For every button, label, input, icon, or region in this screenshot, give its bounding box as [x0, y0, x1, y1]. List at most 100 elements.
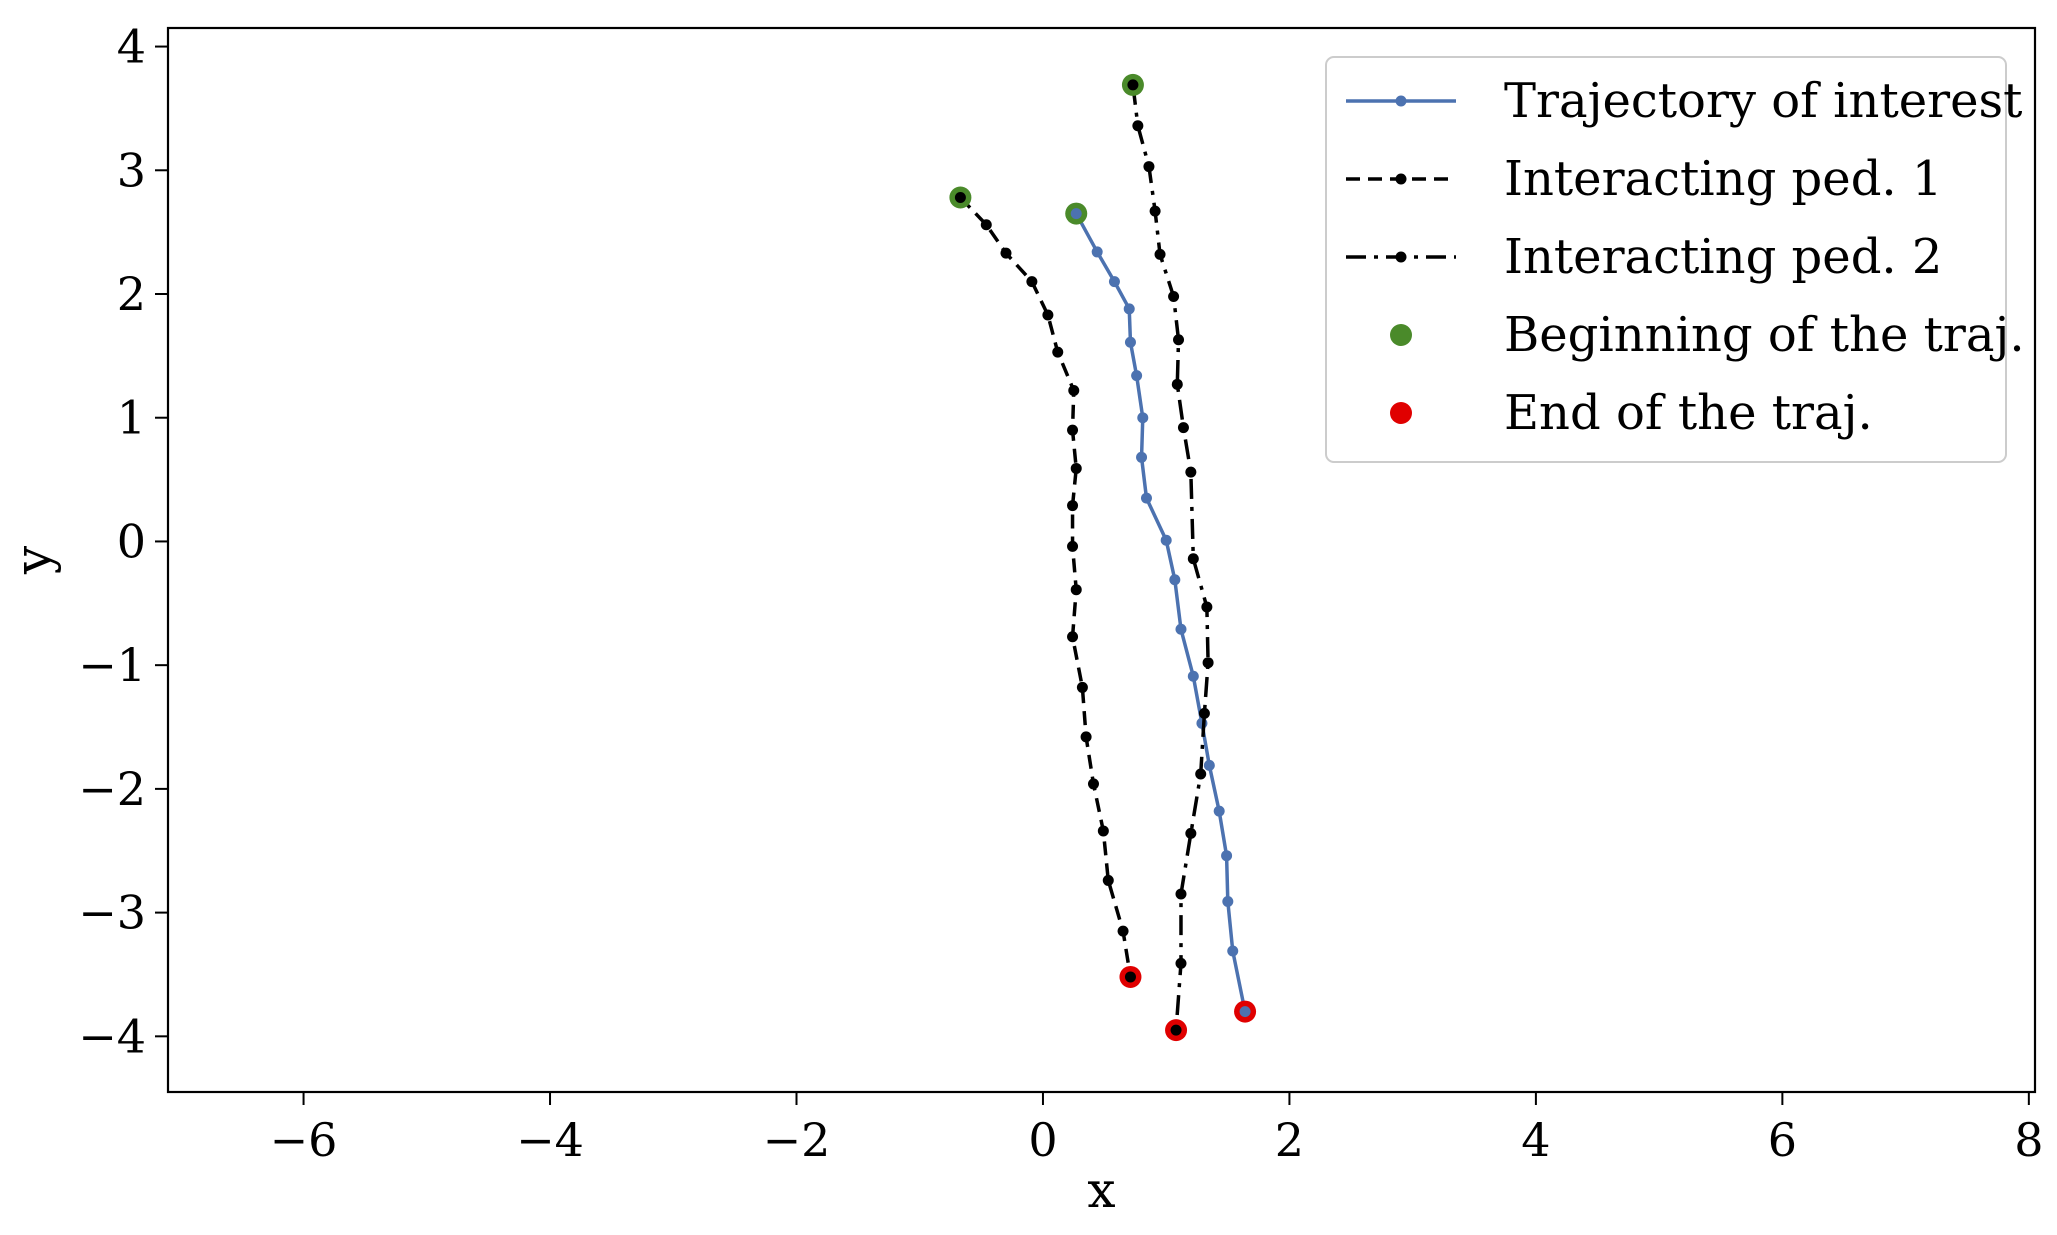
series-point [1067, 424, 1079, 436]
series-point [1222, 895, 1234, 907]
x-tick-label: 8 [2014, 1113, 2043, 1167]
series-point [1076, 681, 1088, 693]
y-tick-label: −3 [78, 886, 146, 940]
legend-item-4: Beginning of the traj. [1390, 307, 2025, 363]
legend-item-3: Interacting ped. 2 [1346, 229, 1942, 285]
series-point [1149, 205, 1161, 217]
series-point [1026, 276, 1038, 288]
series-point [1187, 670, 1199, 682]
series-point [1108, 276, 1120, 288]
series-point [1068, 385, 1080, 397]
x-tick-label: 0 [1028, 1113, 1057, 1167]
legend-marker [1395, 173, 1407, 185]
x-tick-label: 2 [1275, 1113, 1304, 1167]
series-endpoint [954, 191, 966, 203]
series-point [1198, 707, 1210, 719]
legend-label: Interacting ped. 1 [1504, 151, 1942, 207]
series-point [1070, 462, 1082, 474]
legend-label: Beginning of the traj. [1504, 307, 2025, 363]
x-axis-label: x [1087, 1161, 1115, 1219]
series-point [1173, 334, 1185, 346]
series-point [1131, 370, 1143, 382]
series-line [1074, 212, 1247, 1012]
series-point [1171, 378, 1183, 390]
y-axis: −4 −3 −2 −1 0 1 2 3 4 [78, 20, 168, 1063]
series-point [1052, 346, 1064, 358]
x-tick-label: −4 [516, 1113, 584, 1167]
series-point [1185, 827, 1197, 839]
series-point [1213, 805, 1225, 817]
series-point [1117, 925, 1129, 937]
series-point [1042, 309, 1054, 321]
series-endpoint [1127, 79, 1139, 91]
y-tick-label: 2 [117, 267, 146, 321]
plot-area [166, 26, 2037, 1094]
series-point [1136, 451, 1148, 463]
legend-marker [1390, 402, 1412, 424]
series-point [1185, 466, 1197, 478]
series-point [1202, 657, 1214, 669]
x-axis: −6 −4 −2 0 2 4 6 8 [270, 1092, 2043, 1167]
x-tick-label: 6 [1768, 1113, 1797, 1167]
legend-marker [1395, 95, 1407, 107]
series-point [1221, 850, 1233, 862]
series-point [1168, 290, 1180, 302]
legend-item-1: Trajectory of interest [1346, 73, 2022, 129]
y-tick-label: 0 [117, 514, 146, 568]
x-tick-label: −6 [270, 1113, 338, 1167]
series-point [1080, 731, 1092, 743]
legend-box [1325, 56, 2007, 463]
legend-item-5: End of the traj. [1390, 385, 1873, 441]
x-tick-label: 4 [1521, 1113, 1550, 1167]
legend-label: Trajectory of interest [1504, 73, 2022, 129]
legend-marker [1390, 324, 1412, 346]
y-axis-label: y [4, 545, 62, 575]
series-point [980, 219, 992, 231]
series-endpoint [1170, 1024, 1182, 1036]
y-tick-label: −2 [78, 762, 146, 816]
series-point [1201, 601, 1213, 613]
series-point [1143, 161, 1155, 173]
legend-label: Interacting ped. 2 [1504, 229, 1942, 285]
series-point [1175, 888, 1187, 900]
series-endpoint [1239, 1006, 1251, 1018]
series-2 [954, 191, 1136, 983]
series-endpoint [1124, 971, 1136, 983]
series-point [1137, 412, 1149, 424]
series-point [1195, 768, 1207, 780]
y-tick-label: −1 [78, 638, 146, 692]
legend-label: End of the traj. [1504, 385, 1873, 441]
series-point [1177, 422, 1189, 434]
series-point [1169, 574, 1181, 586]
series-point [1067, 540, 1079, 552]
series-point [1087, 778, 1099, 790]
legend: Trajectory of interest Interacting ped. 1… [1325, 56, 2025, 463]
series-point [1067, 500, 1079, 512]
plot-frame [166, 26, 2037, 1094]
series-1 [1070, 208, 1251, 1018]
series-point [1187, 553, 1199, 565]
series-point [1132, 120, 1144, 132]
legend-item-2: Interacting ped. 1 [1346, 151, 1942, 207]
series-point [1140, 492, 1152, 504]
x-tick-label: −2 [763, 1113, 831, 1167]
series-point [1175, 957, 1187, 969]
series-point [1123, 303, 1135, 315]
series-point [1227, 945, 1239, 957]
end-markers [1119, 965, 1257, 1042]
y-tick-label: 1 [117, 391, 146, 445]
series-point [1154, 248, 1166, 260]
series-endpoint [1070, 208, 1082, 220]
series-point [1070, 584, 1082, 596]
y-tick-label: −4 [78, 1009, 146, 1063]
series-point [1102, 874, 1114, 886]
series-point [1097, 825, 1109, 837]
series-point [1203, 759, 1215, 771]
begin-markers [949, 73, 1144, 225]
series-point [1091, 246, 1103, 258]
series-point [1000, 247, 1012, 259]
series-point [1175, 623, 1187, 635]
series-line [959, 196, 1133, 978]
legend-marker [1395, 251, 1407, 263]
